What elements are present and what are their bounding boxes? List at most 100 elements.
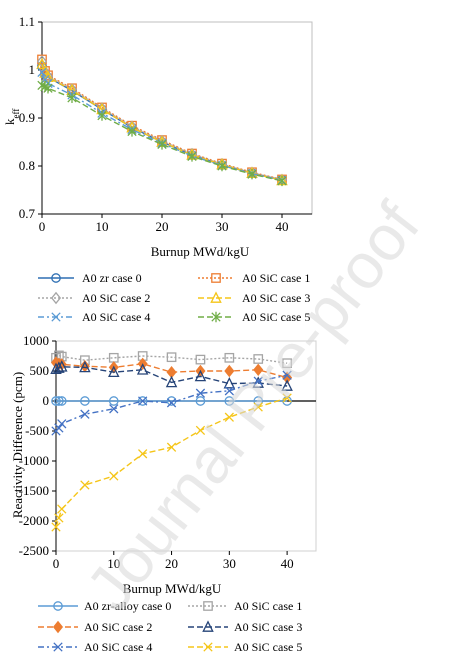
keff-ytick-label: 1	[29, 62, 36, 77]
reactivity-series-point-3	[223, 376, 236, 389]
reactivity-series-point-1	[166, 352, 177, 363]
reactivity-ytick-label: -2500	[19, 543, 49, 558]
reactivity-ytick-label: 0	[43, 393, 50, 408]
keff-legend-label-3: A0 SiC case 3	[242, 291, 310, 305]
reactivity-legend-label-2: A0 SiC case 2	[84, 620, 152, 634]
keff-series-point-5	[247, 168, 257, 180]
keff-xtick-label: 20	[156, 219, 169, 234]
keff-series-line-4	[41, 72, 283, 182]
reactivity-legend-label-3: A0 SiC case 3	[234, 620, 302, 634]
reactivity-series-point-5	[166, 442, 177, 452]
reactivity-series-point-5	[138, 449, 148, 459]
keff-xtick-label: 10	[96, 219, 109, 234]
reactivity-series-point-0	[224, 396, 235, 406]
reactivity-series-point-0	[56, 396, 67, 406]
reactivity-series-point-4	[54, 423, 64, 433]
reactivity-series-point-1	[195, 354, 206, 365]
reactivity-series-point-4	[166, 398, 177, 408]
reactivity-legend-label-4: A0 SiC case 4	[84, 640, 152, 654]
reactivity-series-point-5	[224, 412, 234, 422]
keff-ytick-label: 0.7	[19, 206, 36, 221]
keff-ylabel: keff	[2, 109, 21, 125]
reactivity-legend-label-0: A0 zr-alloy case 0	[84, 599, 171, 613]
reactivity-ytick-label: 500	[30, 363, 50, 378]
reactivity-series-point-1	[282, 358, 292, 369]
keff-legend-label-0: A0 zr case 0	[82, 271, 142, 285]
reactivity-legend-marker-4	[53, 642, 63, 652]
keff-series-line-0	[41, 65, 283, 181]
reactivity-legend-marker-5	[203, 642, 213, 652]
reactivity-series-point-5	[51, 522, 61, 532]
chart-keff: keff Burnup MWd/kgU 0.7 0.8 0.9 1 1.1 0 10 20 30…	[2, 14, 313, 324]
reactivity-series-point-4	[224, 386, 234, 396]
reactivity-legend-marker-0	[53, 601, 63, 611]
reactivity-series-point-4	[195, 388, 206, 398]
reactivity-legend-label-1: A0 SiC case 1	[234, 599, 302, 613]
reactivity-xtick-label: 40	[281, 556, 294, 571]
reactivity-series-point-1	[253, 354, 264, 364]
reactivity-ytick-label: -500	[25, 423, 49, 438]
reactivity-series-point-0	[80, 396, 90, 406]
keff-ytick-label: 0.8	[19, 158, 35, 173]
reactivity-series-point-5	[109, 471, 119, 481]
keff-series-line-1	[41, 59, 283, 181]
reactivity-series-point-3	[56, 360, 68, 372]
reactivity-series-point-2	[224, 364, 235, 378]
reactivity-series-point-0	[253, 396, 264, 406]
keff-plot-frame	[41, 21, 313, 215]
keff-series-point-5	[277, 175, 287, 187]
reactivity-series-point-4	[138, 396, 148, 406]
reactivity-series-point-0	[282, 396, 292, 406]
reactivity-series-point-0	[54, 396, 64, 406]
keff-series-point-5	[187, 151, 197, 162]
keff-legend-marker-1	[211, 273, 221, 283]
watermark: Journal Pre-proof	[72, 189, 433, 623]
reactivity-series-point-2	[253, 363, 264, 377]
reactivity-series-point-3	[252, 376, 264, 388]
reactivity-xtick-label: 0	[53, 556, 60, 571]
reactivity-series-point-5	[253, 402, 263, 412]
reactivity-legend-label-5: A0 SiC case 5	[234, 640, 302, 654]
reactivity-series-point-5	[282, 393, 292, 403]
keff-xtick-label: 40	[276, 219, 289, 234]
reactivity-series-point-4	[80, 409, 90, 419]
reactivity-series-point-3	[281, 379, 293, 391]
reactivity-xtick-label: 30	[223, 556, 236, 571]
keff-legend-marker-5	[211, 311, 221, 323]
reactivity-series-point-4	[282, 370, 292, 380]
reactivity-series-point-5	[80, 480, 90, 490]
keff-series-point-5	[127, 126, 137, 137]
reactivity-legend-marker-1	[203, 601, 213, 611]
reactivity-series-point-4	[57, 419, 67, 429]
keff-series-point-5	[67, 92, 77, 104]
keff-series-point-5	[43, 83, 53, 94]
keff-series-point-5	[157, 139, 167, 150]
reactivity-ytick-label: 1000	[23, 333, 49, 348]
keff-series-point-4	[37, 67, 47, 78]
reactivity-xtick-label: 10	[107, 556, 120, 571]
reactivity-series-point-0	[195, 396, 206, 406]
reactivity-ytick-label: -1000	[19, 453, 49, 468]
keff-legend-label-5: A0 SiC case 5	[242, 310, 310, 324]
reactivity-series-point-3	[165, 375, 178, 388]
reactivity-series-point-5	[195, 425, 206, 436]
reactivity-series-point-3	[136, 363, 149, 375]
reactivity-series-point-3	[79, 360, 91, 373]
reactivity-series-point-3	[194, 369, 207, 382]
keff-series-point-5	[217, 160, 227, 172]
reactivity-series-point-0	[137, 396, 148, 406]
reactivity-series-point-5	[57, 504, 67, 514]
reactivity-ytick-label: -2000	[19, 513, 49, 528]
reactivity-ylabel: Reactivity Difference (pcm)	[10, 372, 25, 518]
reactivity-legend-marker-2	[52, 620, 64, 634]
keff-legend-label-1: A0 SiC case 1	[242, 271, 310, 285]
keff-legend-marker-4	[51, 312, 61, 322]
keff-legend-label-2: A0 SiC case 2	[82, 291, 150, 305]
keff-legend-label-4: A0 SiC case 4	[82, 310, 150, 324]
keff-legend-marker-2	[50, 291, 62, 305]
keff-series-point-3	[36, 57, 48, 70]
keff-series-point-2	[36, 55, 48, 68]
keff-xtick-label: 30	[216, 219, 229, 234]
keff-xlabel: Burnup MWd/kgU	[151, 244, 250, 259]
